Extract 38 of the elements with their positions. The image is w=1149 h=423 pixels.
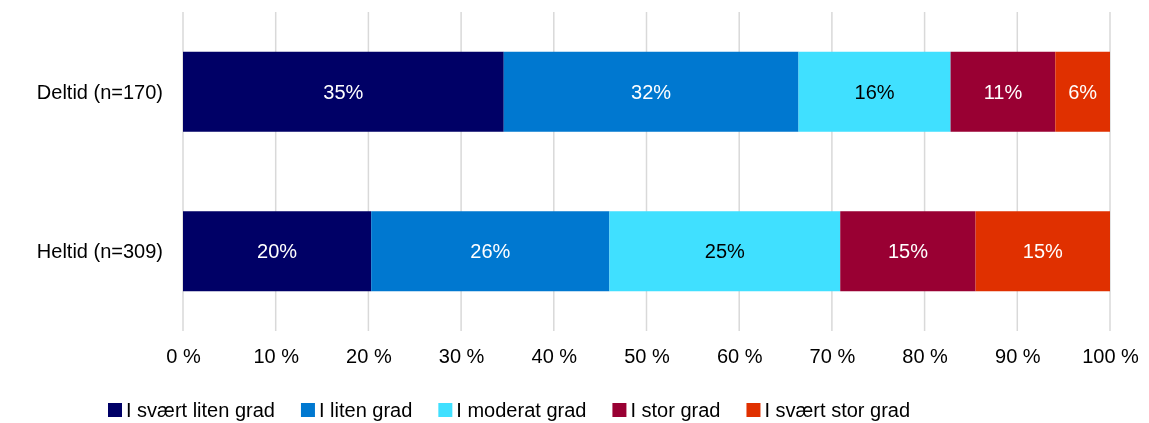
bar	[183, 211, 372, 292]
legend-label: I liten grad	[318, 399, 413, 421]
x-tick-label: 90 %	[995, 345, 1041, 368]
bar	[975, 211, 1110, 292]
bar	[609, 211, 841, 292]
data-label: 35%	[323, 80, 364, 103]
x-tick-label: 60 %	[716, 345, 763, 368]
x-tick-label: 40 %	[531, 345, 578, 368]
data-label: 16%	[854, 80, 895, 103]
bar	[503, 51, 799, 132]
bar	[371, 211, 610, 292]
bar	[1055, 51, 1110, 132]
data-label: 20%	[257, 240, 298, 263]
data-label: 25%	[704, 240, 746, 263]
legend-label: I svært stor grad	[764, 399, 911, 421]
bar	[183, 51, 504, 132]
bar	[950, 51, 1056, 132]
legend-label: I stor grad	[630, 399, 721, 421]
bar	[798, 51, 951, 132]
x-tick-label: 10 %	[253, 345, 300, 368]
data-label: 15%	[887, 240, 929, 263]
x-tick-label: 0 %	[166, 345, 201, 368]
x-tick-label: 20 %	[346, 345, 392, 368]
legend-label: I svært liten grad	[126, 399, 275, 421]
y-tick-label: Heltid (n=309)	[36, 240, 163, 263]
data-label: 15%	[1022, 240, 1064, 263]
data-label: 11%	[983, 80, 1023, 103]
x-tick-label: 30 %	[438, 345, 485, 368]
data-label: 6%	[1068, 80, 1098, 103]
data-label: 26%	[470, 240, 511, 263]
y-tick-label: Deltid (n=170)	[36, 80, 163, 103]
legend-label: I moderat grad	[456, 399, 587, 421]
x-tick-label: 70 %	[809, 345, 856, 368]
bar	[840, 211, 976, 292]
data-label: 32%	[631, 80, 672, 103]
x-tick-label: 80 %	[902, 345, 949, 368]
x-tick-label: 50 %	[624, 345, 671, 368]
x-tick-label: 100 %	[1082, 345, 1140, 368]
